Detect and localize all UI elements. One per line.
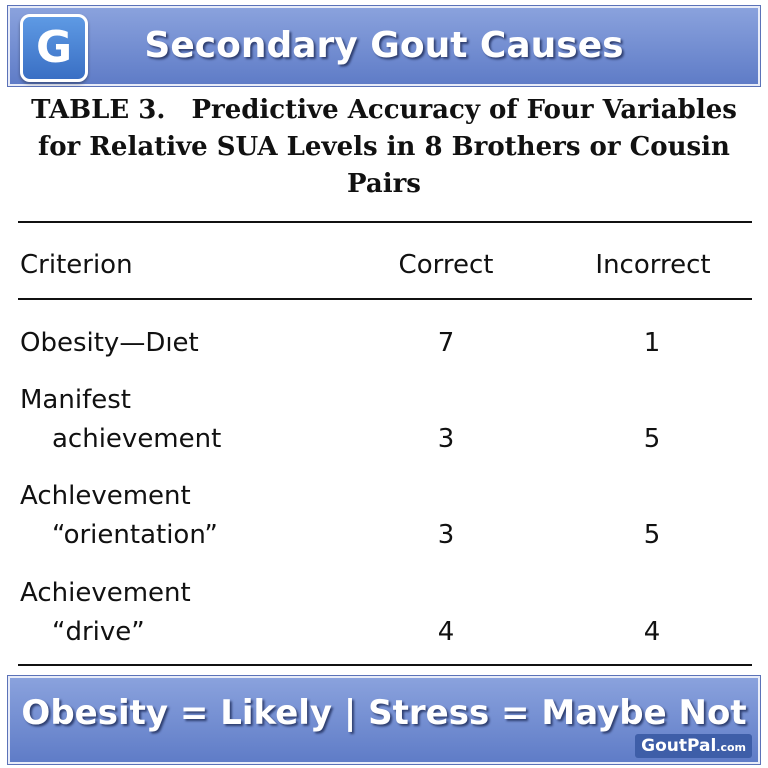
brand-name: GoutPal: [641, 736, 717, 756]
row-manifest-criterion-line-2: achievement: [52, 424, 222, 454]
table-title-line-3: Pairs: [347, 169, 421, 199]
row-drive-criterion-line-2: “drive”: [52, 617, 145, 647]
row-manifest-correct: 3: [437, 424, 455, 454]
row-orientation-criterion-line-1: Achlevement: [20, 481, 191, 511]
table-caption: TABLE 3. Predictive Accuracy of Four Vari…: [10, 92, 758, 203]
row-obesity-diet-incorrect: 1: [643, 328, 661, 358]
column-header-criterion: Criterion: [20, 250, 133, 280]
table-bottom-rule: [18, 664, 752, 666]
table-label: TABLE 3.: [31, 95, 166, 125]
header-banner: G Secondary Gout Causes: [8, 6, 760, 86]
goutpal-brand-link[interactable]: GoutPal.com: [635, 734, 752, 758]
page-title: Secondary Gout Causes: [144, 25, 624, 66]
row-drive-criterion-line-1: Achievement: [20, 578, 191, 608]
row-obesity-diet-criterion: Obesity—Dıet: [20, 328, 199, 358]
caption-line-1: TABLE 3. Predictive Accuracy of Four Vari…: [10, 92, 758, 129]
row-obesity-diet-correct: 7: [437, 328, 455, 358]
table-header-rule: [18, 298, 752, 300]
column-header-correct: Correct: [398, 250, 494, 280]
row-manifest-criterion-line-1: Manifest: [20, 385, 131, 415]
row-drive-correct: 4: [437, 617, 455, 647]
row-manifest-incorrect: 5: [643, 424, 661, 454]
row-orientation-correct: 3: [437, 520, 455, 550]
table-title-line-1: Predictive Accuracy of Four Variables: [191, 95, 737, 125]
table-top-rule: [18, 221, 752, 223]
row-orientation-criterion-line-2: “orientation”: [52, 520, 218, 550]
table-title-line-2: for Relative SUA Levels in 8 Brothers or…: [38, 132, 730, 162]
goutpal-logo-icon[interactable]: G: [20, 14, 88, 82]
column-header-incorrect: Incorrect: [595, 250, 711, 280]
slogan-text: Obesity = Likely | Stress = Maybe Not: [21, 693, 747, 733]
footer-banner: Obesity = Likely | Stress = Maybe Not Go…: [8, 676, 760, 764]
row-orientation-incorrect: 5: [643, 520, 661, 550]
row-drive-incorrect: 4: [643, 617, 661, 647]
brand-suffix: .com: [716, 741, 746, 754]
